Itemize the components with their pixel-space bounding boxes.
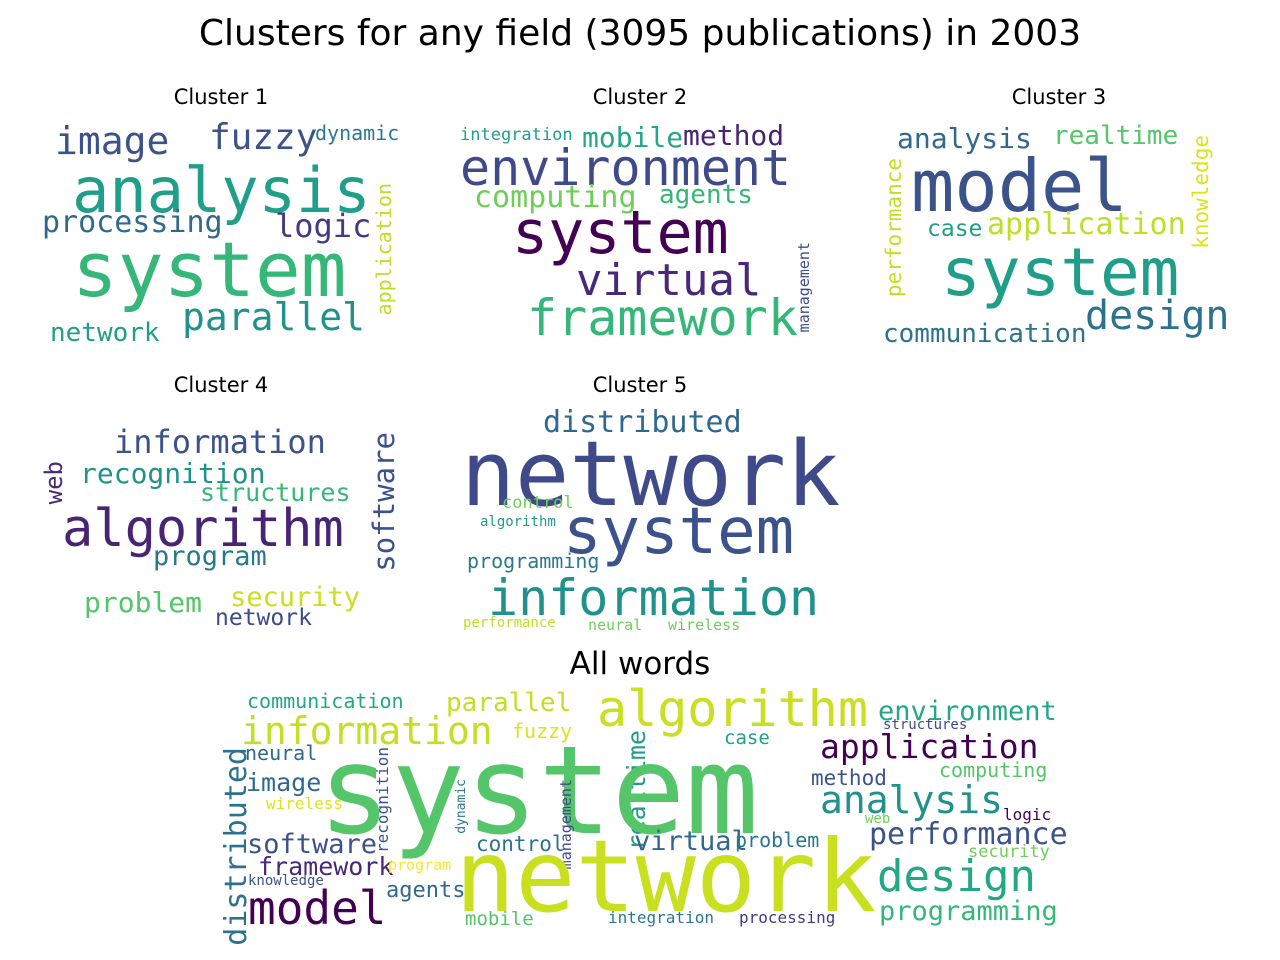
cloud-word: logic	[275, 207, 372, 245]
cloud-word: method	[811, 766, 887, 790]
cloud-word: programming	[879, 896, 1058, 927]
cloud-word: integration	[460, 125, 573, 145]
cloud-word: model	[911, 144, 1128, 228]
panel-title-cluster-5: Cluster 5	[592, 373, 688, 397]
cloud-word: virtual	[634, 826, 748, 857]
cloud-word: fuzzy	[512, 719, 573, 743]
cloud-word: case	[927, 216, 983, 242]
cloud-word: algorithm	[597, 680, 868, 738]
cloud-word: neural	[588, 616, 643, 634]
cloud-word: application	[372, 183, 396, 316]
cloud-word: web	[865, 811, 891, 827]
cloud-word: software	[247, 829, 378, 860]
cloud-word: program	[153, 541, 267, 572]
cloud-word: management	[795, 242, 813, 333]
cloud-word: structures	[883, 717, 968, 733]
cloud-word: programming	[467, 549, 600, 573]
cloud-word: network	[50, 318, 160, 348]
cloud-word: parallel	[182, 295, 366, 339]
cloud-word: application	[987, 207, 1186, 242]
cloud-word: system	[941, 234, 1180, 311]
cloud-word: system	[72, 225, 347, 314]
cloud-word: design	[877, 851, 1036, 902]
cloud-word: program	[388, 856, 452, 874]
cloud-word: performance	[869, 817, 1068, 852]
cloud-word: system	[318, 720, 759, 862]
cloud-word: knowledge	[248, 873, 324, 889]
cloud-word: wireless	[266, 794, 344, 813]
cloud-word: performance	[882, 158, 906, 298]
cloud-word: mobile	[582, 121, 684, 154]
cloud-word: security	[968, 842, 1050, 862]
cloud-word: processing	[42, 205, 223, 240]
cloud-word: system	[563, 495, 795, 569]
cloud-word: algorithm	[62, 499, 344, 559]
cloud-word: control	[476, 832, 565, 856]
cloud-word: recognition	[80, 457, 266, 490]
cloud-word: model	[248, 881, 387, 935]
cloud-word: network	[461, 422, 841, 527]
cloud-word: processing	[739, 908, 836, 927]
cloud-word: analysis	[820, 778, 1004, 822]
cloud-word: realtime	[1053, 121, 1179, 151]
cloud-word: virtual	[576, 255, 762, 306]
cloud-word: recognition	[373, 747, 392, 853]
cloud-word: performance	[463, 615, 556, 631]
cloud-word: network	[215, 605, 312, 631]
cloud-word: information	[488, 569, 820, 627]
cloud-word: communication	[883, 319, 1087, 349]
cloud-word: security	[230, 582, 361, 613]
cloud-word: wireless	[668, 616, 741, 634]
cloud-word: environment	[460, 139, 792, 197]
cloud-word: integration	[608, 908, 714, 927]
panel-title-cluster-1: Cluster 1	[173, 85, 269, 109]
cloud-word: computing	[474, 180, 637, 215]
cloud-word: knowledge	[1189, 135, 1213, 249]
cloud-word: control	[502, 493, 574, 513]
cloud-word: dynamic	[315, 121, 400, 145]
cloud-word: computing	[939, 758, 1048, 782]
cloud-word: design	[1085, 293, 1230, 339]
cloud-word: image	[246, 768, 322, 797]
cloud-word: problem	[735, 828, 820, 852]
cloud-word: structures	[200, 478, 351, 507]
cloud-word: communication	[247, 689, 404, 713]
cloud-word: framework	[258, 852, 394, 881]
cloud-word: network	[455, 818, 877, 935]
cloud-word: case	[724, 727, 770, 749]
panel-title-cluster-4: Cluster 4	[173, 373, 269, 397]
figure-title: Clusters for any field (3095 publication…	[198, 13, 1082, 54]
cloud-word: web	[40, 461, 68, 505]
cloud-word: fuzzy	[209, 117, 318, 158]
cloud-word: logic	[1003, 805, 1052, 824]
cloud-word: analysis	[72, 154, 371, 227]
cloud-word: analysis	[897, 122, 1032, 155]
cloud-word: mobile	[465, 908, 534, 930]
cloud-word: agents	[659, 180, 753, 210]
cloud-word: information	[241, 709, 493, 753]
panel-title-cluster-2: Cluster 2	[592, 85, 688, 109]
cloud-word: image	[55, 119, 170, 163]
cloud-word: environment	[878, 696, 1057, 727]
panel-title-cluster-3: Cluster 3	[1011, 85, 1107, 109]
panel-title-all-words: All words	[569, 646, 711, 682]
cloud-word: system	[512, 198, 729, 268]
cloud-word: method	[683, 119, 785, 152]
cloud-word: parallel	[446, 688, 572, 718]
cloud-word: neural	[245, 741, 318, 765]
cloud-word: problem	[84, 586, 203, 619]
cloud-word: application	[820, 727, 1039, 766]
cloud-word: distributed	[543, 405, 742, 440]
cloud-word: algorithm	[480, 514, 556, 530]
cloud-word: software	[367, 432, 401, 572]
cloud-word: information	[114, 423, 326, 461]
cloud-word: agents	[386, 878, 466, 903]
cloud-word: framework	[527, 289, 798, 347]
